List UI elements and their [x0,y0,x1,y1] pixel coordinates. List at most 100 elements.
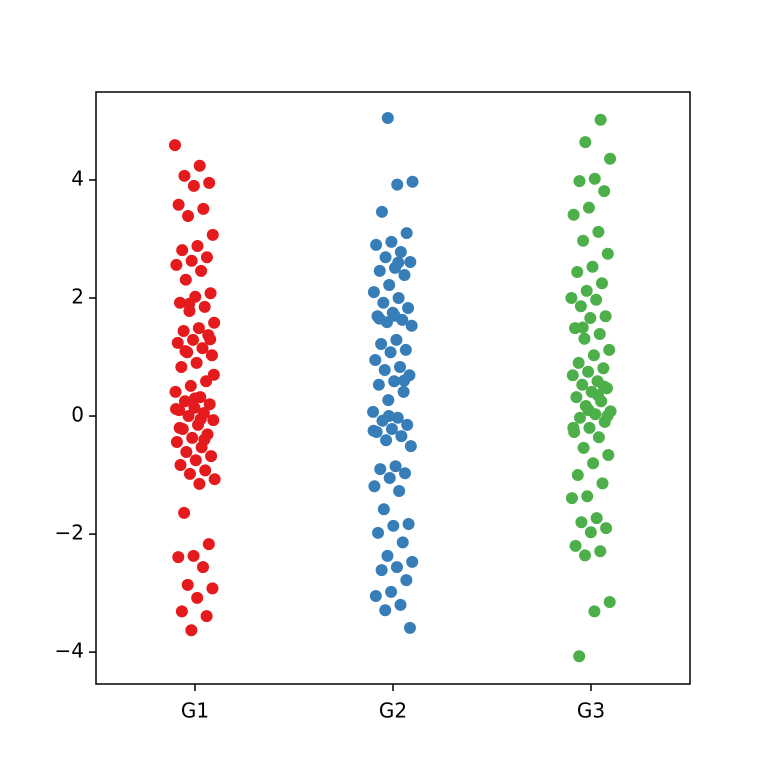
point [385,423,398,436]
point [381,549,394,562]
point [207,368,220,381]
point [367,286,380,299]
point [377,296,390,309]
x-tick-label: G2 [379,699,407,723]
point [569,539,582,552]
point [597,380,610,393]
point [375,564,388,577]
point [374,463,387,476]
point [373,264,386,277]
point [203,176,216,189]
point [574,300,587,313]
point [182,209,195,222]
point [369,353,382,366]
point [592,431,605,444]
point [177,325,190,338]
point [171,336,184,349]
point [574,411,587,424]
point [192,322,205,335]
y-tick-label: 2 [71,284,84,308]
point [188,392,201,405]
point [593,327,606,340]
point [588,605,601,618]
point [587,457,600,470]
point [579,136,592,149]
point [174,459,187,472]
point [391,178,404,191]
point [372,378,385,391]
point [571,469,584,482]
point [203,398,216,411]
point [393,361,406,374]
x-tick-label: G1 [181,699,209,723]
point [198,300,211,313]
point [398,268,411,281]
point [601,410,614,423]
point [179,273,192,286]
point [394,245,407,258]
point [367,424,380,437]
point [170,436,183,449]
point [391,411,404,424]
point [406,175,419,188]
point [595,277,608,290]
y-tick-label: −2 [55,521,84,545]
point [388,375,401,388]
point [184,379,197,392]
point [383,279,396,292]
point [594,113,607,126]
point [397,385,410,398]
point [577,234,590,247]
point [403,621,416,634]
point [172,551,185,564]
point [170,402,183,415]
point [178,395,191,408]
point [180,446,193,459]
point [384,346,397,359]
point [169,385,182,398]
point [565,492,578,505]
point [603,343,616,356]
point [185,624,198,637]
point [195,264,208,277]
point [187,549,200,562]
point [199,464,212,477]
point [573,175,586,188]
point [205,450,218,463]
point [193,159,206,172]
point [596,477,609,490]
point [207,414,220,427]
point [169,139,181,152]
point [398,374,411,387]
point [172,198,185,211]
point [387,519,400,532]
point [582,404,595,417]
point [590,293,603,306]
point [402,518,415,531]
point [385,235,398,248]
point [375,205,388,218]
point [581,490,594,503]
point [399,343,412,356]
point [388,309,401,322]
point [590,512,603,525]
point [379,251,392,264]
point [191,591,204,604]
point [170,258,183,271]
point [382,394,395,407]
point [582,365,595,378]
point [406,555,419,568]
point [375,338,388,351]
point [400,574,413,587]
point [385,585,398,598]
point [584,526,597,539]
point [582,201,595,214]
point [189,454,202,467]
point [405,319,418,332]
point [208,316,221,329]
point [566,369,579,382]
point [200,251,213,264]
point [565,291,578,304]
point [367,405,380,418]
point [396,536,409,549]
